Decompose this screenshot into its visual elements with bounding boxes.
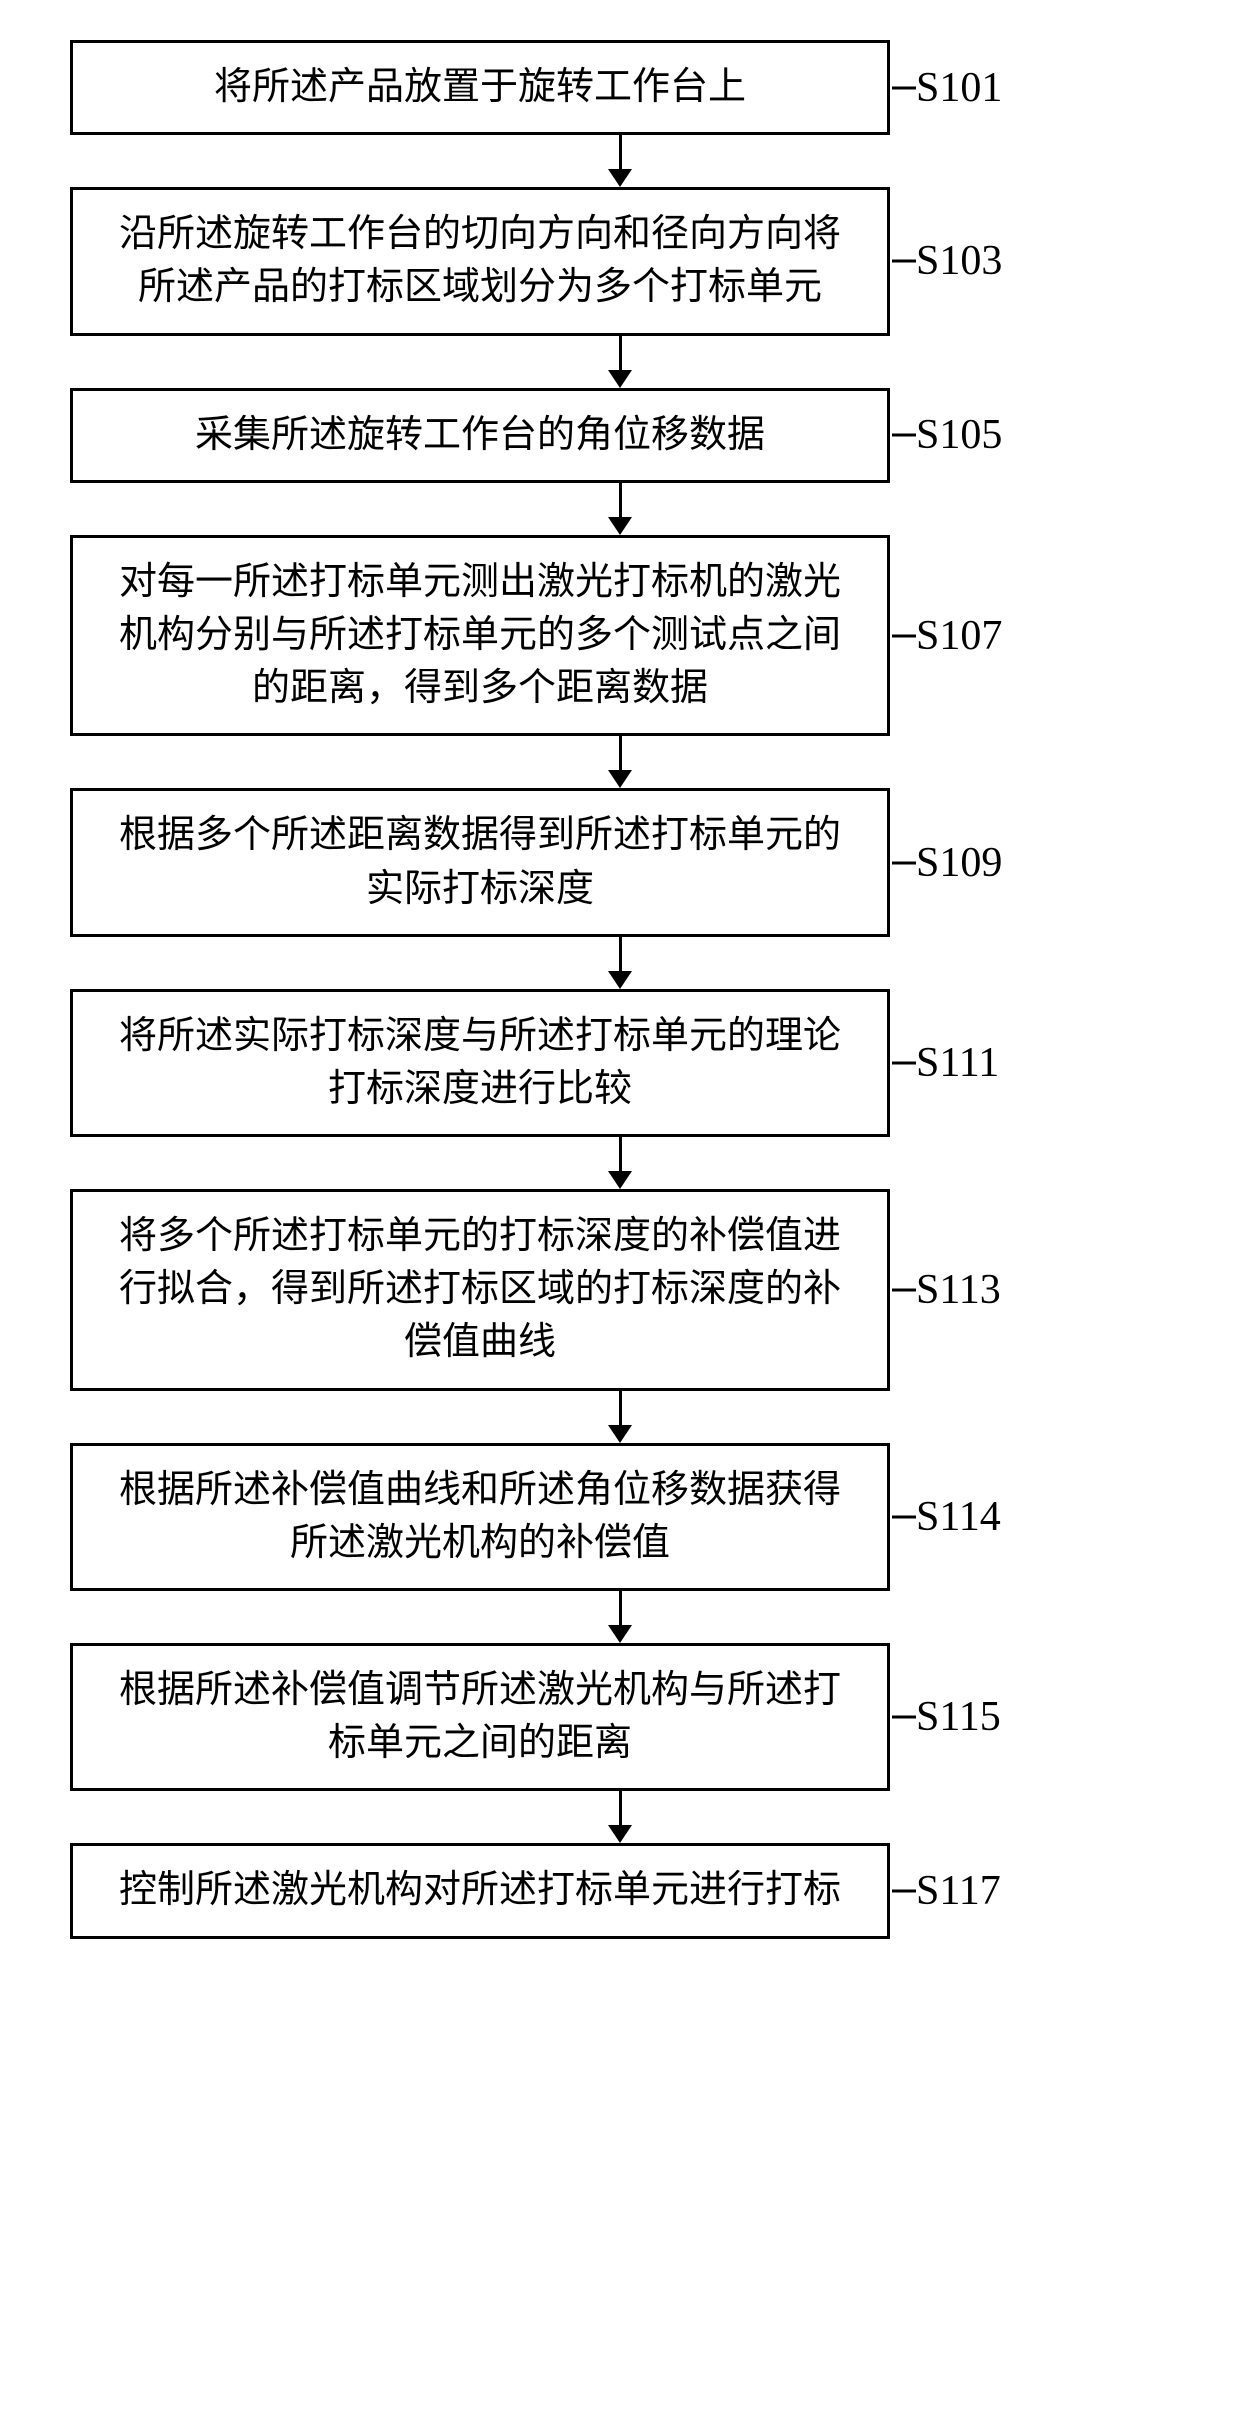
flow-step-label: S101 xyxy=(916,64,1002,112)
flow-step-label: S115 xyxy=(916,1693,1001,1741)
flow-step-box: 沿所述旋转工作台的切向方向和径向方向将所述产品的打标区域划分为多个打标单元 xyxy=(70,187,890,335)
arrow-head-icon xyxy=(608,770,632,788)
flow-step-label-text: S105 xyxy=(916,412,1002,458)
flow-step-box: 控制所述激光机构对所述打标单元进行打标 xyxy=(70,1843,890,1938)
flow-step-label: S107 xyxy=(916,612,1002,660)
arrow-head-icon xyxy=(608,1625,632,1643)
arrow-line xyxy=(619,1391,622,1425)
flow-step-label-text: S107 xyxy=(916,613,1002,659)
flow-step-box: 根据多个所述距离数据得到所述打标单元的实际打标深度 xyxy=(70,788,890,936)
flow-step: 对每一所述打标单元测出激光打标机的激光机构分别与所述打标单元的多个测试点之间的距… xyxy=(70,535,1170,737)
label-connector-tick xyxy=(892,260,916,263)
label-connector-tick xyxy=(892,634,916,637)
label-connector-tick xyxy=(892,1716,916,1719)
flow-arrow xyxy=(210,1791,1030,1843)
flow-step: 将多个所述打标单元的打标深度的补偿值进行拟合，得到所述打标区域的打标深度的补偿值… xyxy=(70,1189,1170,1391)
arrow-head-icon xyxy=(608,971,632,989)
flow-step-label: S113 xyxy=(916,1266,1001,1314)
flow-step-label: S111 xyxy=(916,1039,999,1087)
label-connector-tick xyxy=(892,1889,916,1892)
flow-step-label: S114 xyxy=(916,1493,1001,1541)
flow-step-label: S109 xyxy=(916,839,1002,887)
arrow-head-icon xyxy=(608,1171,632,1189)
arrow-head-icon xyxy=(608,370,632,388)
flow-arrow xyxy=(210,135,1030,187)
flow-step-box: 将多个所述打标单元的打标深度的补偿值进行拟合，得到所述打标区域的打标深度的补偿值… xyxy=(70,1189,890,1391)
arrow-head-icon xyxy=(608,517,632,535)
label-connector-tick xyxy=(892,861,916,864)
arrow-line xyxy=(619,1591,622,1625)
flow-step-label: S103 xyxy=(916,237,1002,285)
flow-step-box: 采集所述旋转工作台的角位移数据 xyxy=(70,388,890,483)
label-connector-tick xyxy=(892,434,916,437)
flow-step: 沿所述旋转工作台的切向方向和径向方向将所述产品的打标区域划分为多个打标单元 S10… xyxy=(70,187,1170,335)
arrow-line xyxy=(619,483,622,517)
label-connector-tick xyxy=(892,1288,916,1291)
flow-step-label-text: S109 xyxy=(916,840,1002,886)
flow-step-label-text: S113 xyxy=(916,1267,1001,1313)
arrow-head-icon xyxy=(608,1825,632,1843)
flow-step-label-text: S103 xyxy=(916,238,1002,284)
flow-arrow xyxy=(210,1591,1030,1643)
flow-step-label-text: S114 xyxy=(916,1494,1001,1540)
label-connector-tick xyxy=(892,1515,916,1518)
flow-step-box: 根据所述补偿值调节所述激光机构与所述打标单元之间的距离 xyxy=(70,1643,890,1791)
flow-step-label-text: S117 xyxy=(916,1868,1001,1914)
flow-arrow xyxy=(210,937,1030,989)
flow-arrow xyxy=(210,1391,1030,1443)
flow-arrow xyxy=(210,336,1030,388)
arrow-line xyxy=(619,937,622,971)
arrow-line xyxy=(619,336,622,370)
flow-arrow xyxy=(210,1137,1030,1189)
flow-step: 控制所述激光机构对所述打标单元进行打标 S117 xyxy=(70,1843,1170,1938)
flow-step-label-text: S111 xyxy=(916,1040,999,1086)
arrow-line xyxy=(619,135,622,169)
flow-step: 将所述实际打标深度与所述打标单元的理论打标深度进行比较 S111 xyxy=(70,989,1170,1137)
label-connector-tick xyxy=(892,1061,916,1064)
flowchart-container: 将所述产品放置于旋转工作台上 S101 沿所述旋转工作台的切向方向和径向方向将所述产… xyxy=(70,40,1170,1939)
flow-step-label: S105 xyxy=(916,411,1002,459)
flow-step: 采集所述旋转工作台的角位移数据 S105 xyxy=(70,388,1170,483)
flow-step-box: 根据所述补偿值曲线和所述角位移数据获得所述激光机构的补偿值 xyxy=(70,1443,890,1591)
flow-step-box: 对每一所述打标单元测出激光打标机的激光机构分别与所述打标单元的多个测试点之间的距… xyxy=(70,535,890,737)
flow-step-box: 将所述产品放置于旋转工作台上 xyxy=(70,40,890,135)
flow-step-label: S117 xyxy=(916,1867,1001,1915)
arrow-head-icon xyxy=(608,169,632,187)
flow-step: 根据所述补偿值调节所述激光机构与所述打标单元之间的距离 S115 xyxy=(70,1643,1170,1791)
flow-step: 根据所述补偿值曲线和所述角位移数据获得所述激光机构的补偿值 S114 xyxy=(70,1443,1170,1591)
flow-step: 将所述产品放置于旋转工作台上 S101 xyxy=(70,40,1170,135)
flow-step-box: 将所述实际打标深度与所述打标单元的理论打标深度进行比较 xyxy=(70,989,890,1137)
flow-step-label-text: S115 xyxy=(916,1694,1001,1740)
flow-arrow xyxy=(210,483,1030,535)
flow-step-label-text: S101 xyxy=(916,65,1002,111)
arrow-head-icon xyxy=(608,1425,632,1443)
arrow-line xyxy=(619,1791,622,1825)
flow-arrow xyxy=(210,736,1030,788)
flow-step: 根据多个所述距离数据得到所述打标单元的实际打标深度 S109 xyxy=(70,788,1170,936)
arrow-line xyxy=(619,1137,622,1171)
arrow-line xyxy=(619,736,622,770)
label-connector-tick xyxy=(892,86,916,89)
